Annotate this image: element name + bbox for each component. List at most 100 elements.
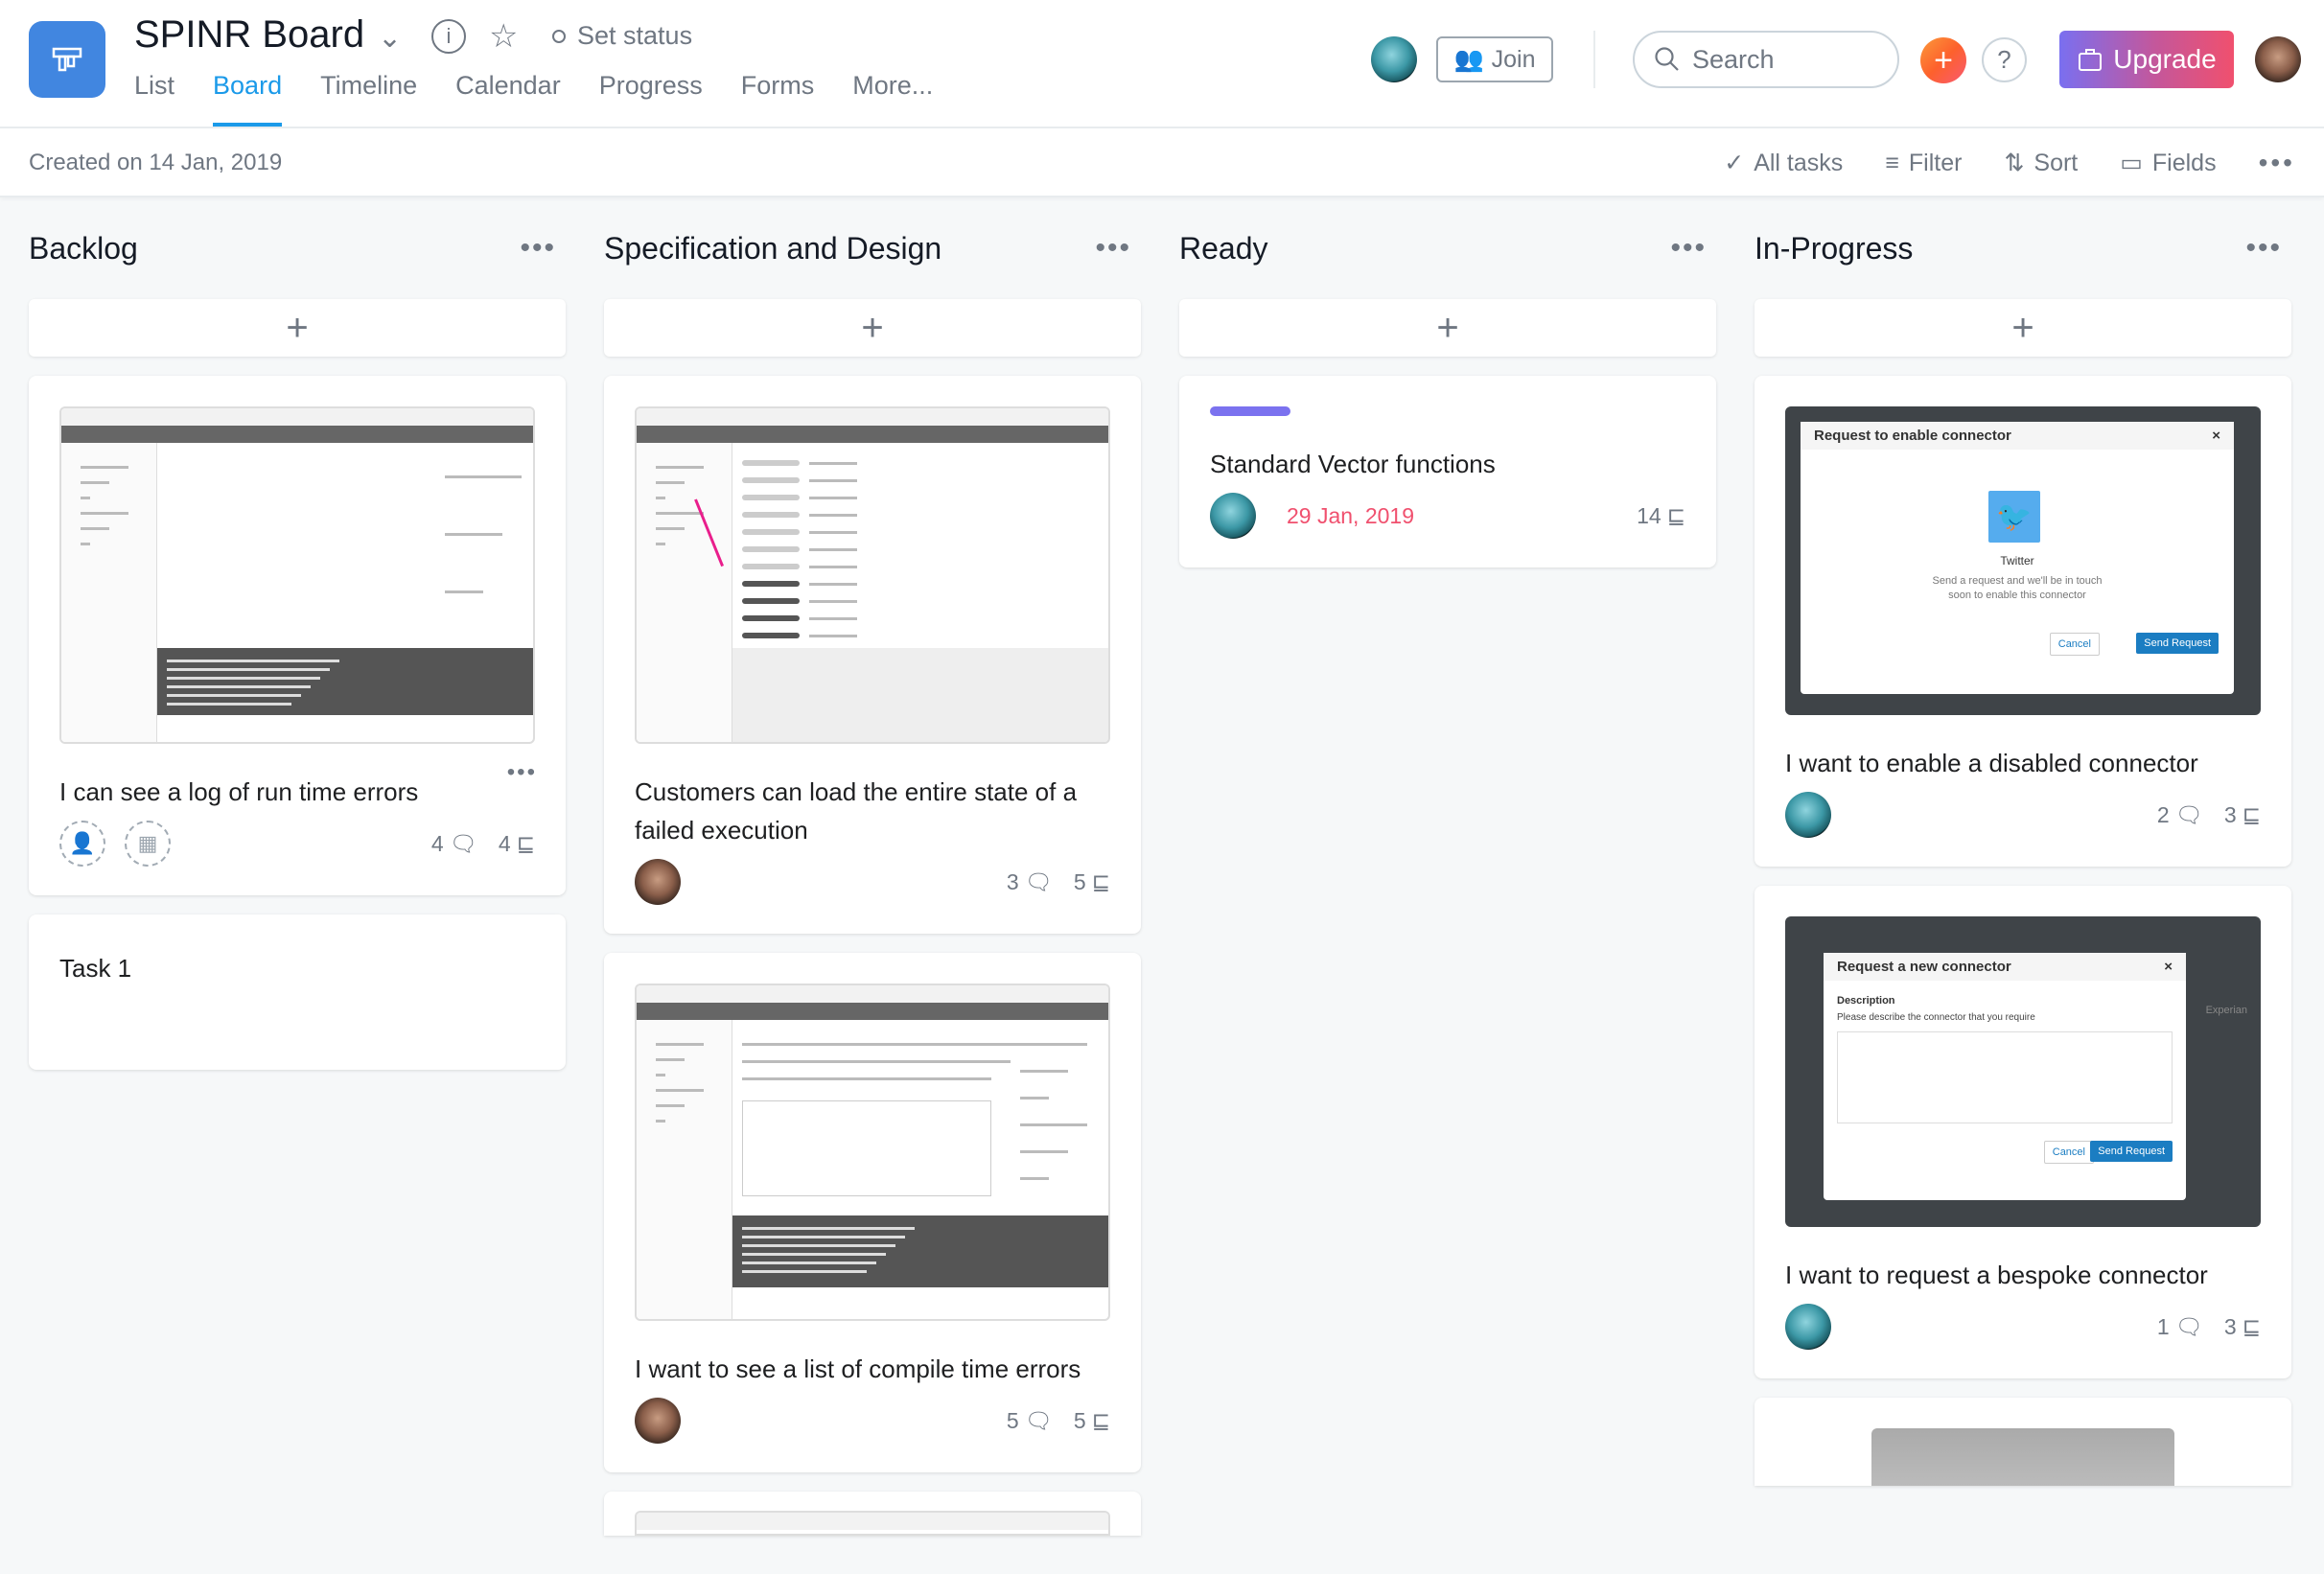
subtask-count[interactable]: 3 ⊑ — [2224, 802, 2261, 828]
task-card[interactable]: I want to see a list of compile time err… — [604, 953, 1141, 1472]
chevron-down-icon[interactable]: ⌄ — [378, 22, 403, 54]
card-footer: 👤 ▦ 4 🗨 4 ⊑ — [59, 819, 535, 868]
subtask-count[interactable]: 14 ⊑ — [1637, 503, 1685, 529]
wireframe-line — [81, 497, 90, 499]
board-logo-icon[interactable] — [29, 21, 105, 98]
tab-board[interactable]: Board — [213, 71, 283, 127]
tab-timeline[interactable]: Timeline — [320, 71, 418, 100]
log-line — [167, 694, 301, 697]
card-title: Customers can load the entire state of a… — [635, 777, 1078, 845]
tab-progress[interactable]: Progress — [598, 71, 703, 100]
task-card[interactable]: Customers can load the entire state of a… — [604, 376, 1141, 934]
assignee-avatar[interactable] — [635, 1398, 681, 1444]
assign-user-icon[interactable]: 👤 — [59, 821, 105, 867]
help-button[interactable]: ? — [1982, 37, 2027, 82]
column-menu-button[interactable]: ••• — [2245, 232, 2282, 264]
modal-dialog: Request to enable connector × 🐦 Twitter Send… — [1801, 422, 2234, 694]
card-cover-image: Request to enable connector × 🐦 Twitter Send… — [1785, 406, 2261, 715]
fields-button[interactable]: ▭ Fields — [2120, 149, 2216, 177]
column-menu-button[interactable]: ••• — [520, 232, 556, 264]
user-avatar[interactable] — [2255, 36, 2301, 82]
all-tasks-label: All tasks — [1754, 150, 1844, 176]
card-title: Standard Vector functions — [1210, 450, 1496, 478]
background-label: Experian — [2205, 1005, 2247, 1016]
task-card[interactable]: I can see a log of run time errors ••• 👤 ▦ 4… — [29, 376, 566, 895]
subtask-count-value: 4 — [498, 830, 511, 856]
description-textarea — [1837, 1031, 2173, 1123]
card-footer: 3 🗨 5 ⊑ — [635, 857, 1110, 907]
modal-text: Send a request and we'll be in touch — [1932, 575, 2103, 587]
join-button[interactable]: 👥 Join — [1436, 36, 1553, 82]
card-label-tag — [1210, 406, 1290, 416]
comment-count[interactable]: 2 🗨 — [2157, 802, 2203, 828]
tab-calendar[interactable]: Calendar — [455, 71, 561, 100]
wireframe-footer — [732, 648, 1108, 742]
add-task-button[interactable]: + — [1179, 299, 1716, 357]
column-menu-button[interactable]: ••• — [1095, 232, 1131, 264]
assignee-avatar[interactable] — [1210, 493, 1256, 539]
list-row — [742, 495, 800, 500]
comment-count[interactable]: 3 🗨 — [1007, 869, 1053, 895]
star-icon[interactable]: ☆ — [489, 18, 519, 55]
task-card[interactable]: Experian Request a new connector × Descript… — [1755, 886, 2291, 1378]
task-card[interactable] — [604, 1492, 1141, 1536]
subtask-count[interactable]: 4 ⊑ — [499, 831, 535, 857]
subtask-count[interactable]: 5 ⊑ — [1074, 1408, 1110, 1434]
task-card[interactable] — [1755, 1398, 2291, 1486]
set-status-button[interactable]: Set status — [552, 21, 692, 51]
add-task-button[interactable]: + — [29, 299, 566, 357]
fields-label: Fields — [2151, 150, 2217, 176]
due-date-icon[interactable]: ▦ — [125, 821, 171, 867]
modal-dialog: Request a new connector × Description Pleas… — [1824, 953, 2186, 1200]
search-input[interactable]: Search — [1633, 31, 1899, 88]
column-menu-button[interactable]: ••• — [1670, 232, 1707, 264]
quick-add-button[interactable]: + — [1920, 37, 1966, 83]
subtask-count[interactable]: 3 ⊑ — [2224, 1314, 2261, 1340]
card-menu-button[interactable]: ••• — [506, 759, 537, 785]
sort-button[interactable]: ⇅ Sort — [2004, 149, 2078, 177]
card-footer: 2 🗨 3 ⊑ — [1785, 790, 2261, 840]
more-options-button[interactable]: ••• — [2258, 148, 2295, 177]
log-line — [167, 703, 291, 706]
subtask-count[interactable]: 5 ⊑ — [1074, 869, 1110, 895]
upgrade-button[interactable]: Upgrade — [2059, 31, 2234, 88]
close-icon: × — [2212, 428, 2220, 444]
add-task-button[interactable]: + — [604, 299, 1141, 357]
tab-forms[interactable]: Forms — [740, 71, 815, 100]
assignee-avatar[interactable] — [1785, 1304, 1831, 1350]
add-task-button[interactable]: + — [1755, 299, 2291, 357]
info-icon[interactable]: i — [431, 19, 466, 54]
wireframe-line — [445, 533, 502, 536]
column-title: Specification and Design — [604, 230, 942, 266]
kanban-board: Backlog ••• + I can see a log of run time e… — [29, 197, 2291, 1536]
field-label: Description — [1837, 995, 1895, 1007]
task-card[interactable]: Request to enable connector × 🐦 Twitter Send… — [1755, 376, 2291, 867]
task-card[interactable]: Task 1 — [29, 914, 566, 1070]
wireframe-line — [445, 475, 522, 478]
tab-list[interactable]: List — [134, 71, 175, 100]
list-row-text — [809, 635, 857, 637]
list-row — [742, 564, 800, 569]
all-tasks-button[interactable]: ✓ All tasks — [1724, 149, 1843, 177]
task-card[interactable]: Standard Vector functions 29 Jan, 2019 14 ⊑ — [1179, 376, 1716, 567]
comment-count[interactable]: 4 🗨 — [431, 831, 477, 857]
member-avatar[interactable] — [1371, 36, 1417, 82]
card-meta: 👤 ▦ — [59, 821, 171, 867]
subtask-count-value: 3 — [2223, 1313, 2237, 1339]
wireframe-line — [1020, 1150, 1068, 1153]
comment-count[interactable]: 5 🗨 — [1007, 1408, 1053, 1434]
check-circle-icon: ✓ — [1724, 150, 1745, 176]
list-row-text — [809, 531, 857, 534]
wireframe-line — [656, 1074, 665, 1076]
wireframe-sidebar — [637, 1020, 732, 1319]
assignee-avatar[interactable] — [1785, 792, 1831, 838]
search-placeholder: Search — [1692, 44, 1775, 74]
close-icon: × — [2164, 959, 2173, 975]
app-navbar — [61, 426, 533, 443]
list-row-text — [809, 462, 857, 465]
filter-button[interactable]: ≡ Filter — [1885, 150, 1962, 177]
tab-more[interactable]: More... — [852, 71, 934, 100]
wireframe-line — [656, 527, 685, 530]
assignee-avatar[interactable] — [635, 859, 681, 905]
comment-count[interactable]: 1 🗨 — [2157, 1314, 2203, 1340]
